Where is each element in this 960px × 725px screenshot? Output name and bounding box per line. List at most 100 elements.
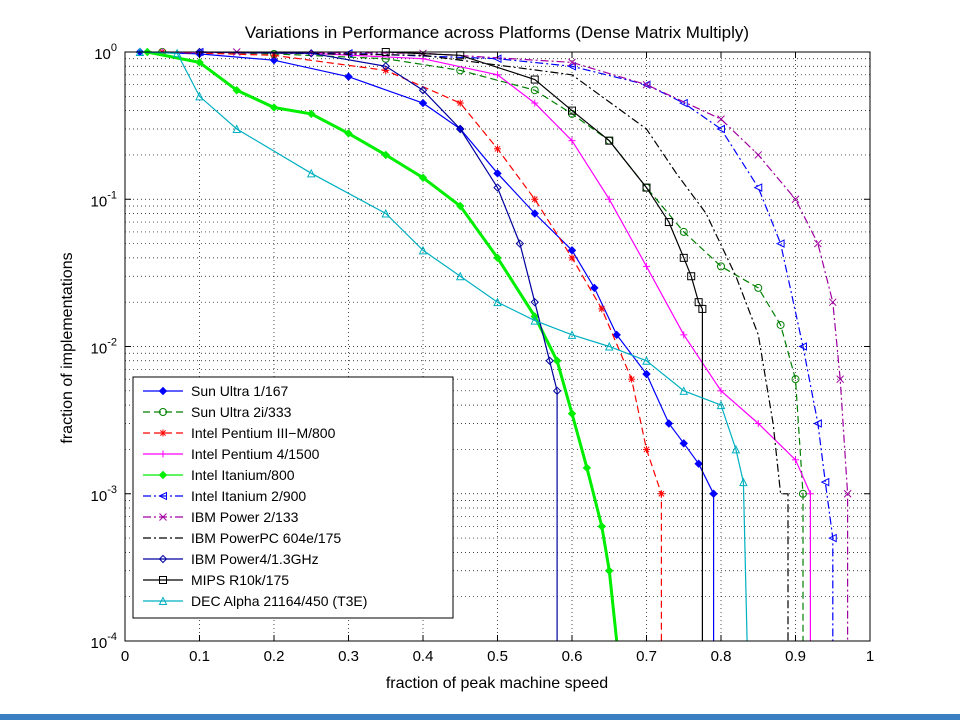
legend-label: MIPS R10k/175 [191,572,289,588]
data-point [798,342,807,351]
data-point [530,315,540,325]
data-point [717,387,725,395]
bottom-strip [0,714,960,720]
legend-entry: Sun Ultra 2i/333 [143,404,292,420]
data-point [381,208,391,218]
series-line [162,51,804,641]
data-point [568,254,576,262]
data-point [717,115,725,123]
data-point [605,566,614,575]
legend-entry: Intel Itanium 2/900 [143,488,306,504]
series-line [139,51,748,642]
data-point [739,477,748,487]
data-point [717,262,725,271]
legend-entry: Intel Pentium III−M/800 [143,425,336,441]
data-point [530,209,539,218]
data-point [552,386,562,396]
data-point [590,283,599,293]
data-point [604,341,614,351]
legend-label: Sun Ultra 2i/333 [191,404,292,420]
series-6 [232,48,852,641]
data-point [195,91,204,101]
series-4 [143,47,619,642]
data-point [642,356,651,365]
legend-entry: MIPS R10k/175 [143,572,289,588]
legend-box [132,376,454,619]
data-point [709,489,718,498]
data-point [754,419,762,427]
data-point [605,195,613,203]
data-point [657,490,665,498]
legend-label: IBM Power4/1.3GHz [191,551,319,567]
x-axis-label: fraction of peak machine speed [386,675,608,692]
y-axis-label: fraction of implementations [59,252,76,443]
legend-marker [158,596,168,605]
legend-entry: Sun Ultra 1/167 [143,383,288,399]
data-point [775,239,785,248]
data-point [679,439,688,448]
data-point [642,80,651,89]
data-point [552,356,562,365]
data-point [813,419,822,428]
series-8 [195,47,562,641]
data-point [828,298,837,307]
data-point [344,129,353,138]
data-point [664,419,674,428]
data-point [455,271,465,281]
data-point [381,62,390,71]
data-point [754,283,763,292]
y-tick-label: 10-2 [91,337,117,358]
data-point [172,48,182,58]
data-point [493,169,502,178]
legend-entry: IBM PowerPC 604e/175 [143,530,341,546]
data-point [612,330,621,340]
legend-entry: DEC Alpha 21164/450 (T3E) [143,593,367,609]
data-point [515,239,525,248]
data-point [597,522,607,531]
x-tick-label: 0.8 [711,648,732,665]
legend-marker [159,450,167,458]
data-point [716,124,725,134]
series-line [236,51,849,641]
data-point [456,124,465,134]
x-tick-label: 0.4 [413,648,434,665]
legend-label: Sun Ultra 1/167 [191,383,288,399]
legend-label: Intel Pentium 4/1500 [191,446,320,462]
data-point [820,477,830,487]
legend-label: DEC Alpha 21164/450 (T3E) [191,593,367,609]
series-line [199,51,558,641]
data-point [679,227,688,236]
series-line [162,51,662,641]
x-tick-label: 0.1 [189,648,210,665]
legend-marker [159,513,167,521]
y-tick-label: 100 [94,42,117,63]
data-point [530,297,539,307]
data-point [545,356,554,365]
data-point [843,489,852,498]
legend-label: Intel Pentium III−M/800 [191,425,336,441]
legend-label: IBM PowerPC 604e/175 [191,530,341,546]
data-point [232,124,242,133]
x-tick-label: 0.2 [264,648,285,665]
data-point [798,489,807,498]
x-tick-label: 0 [121,648,129,665]
x-tick-label: 0.3 [338,648,359,665]
data-point [195,58,204,67]
data-point [791,375,800,384]
data-point [680,331,688,339]
data-point [567,246,577,255]
data-point [567,409,577,418]
data-point [828,533,837,543]
axes: 0 0.1 0.2 0.3 0.4 0.5 0.6 0.7 0.8 0.9 1 100 10-1 10-2… [91,42,875,665]
data-point [232,86,241,95]
series-line [199,51,789,641]
x-tick-label: 0.6 [562,648,583,665]
data-point [307,109,316,119]
data-point [792,456,799,464]
data-point [776,320,785,329]
data-point [306,168,316,178]
data-point [494,71,501,79]
data-point [567,330,577,339]
x-tick-label: 0.9 [785,648,806,665]
data-point [568,106,576,115]
